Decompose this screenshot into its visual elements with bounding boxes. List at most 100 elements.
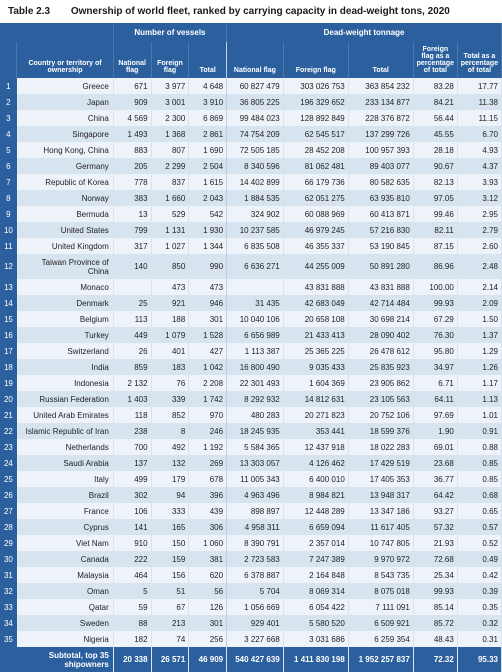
pct-total: 0.35 — [457, 599, 501, 615]
total-dwt: 26 478 612 — [348, 343, 413, 359]
nat-flag-vessels: 59 — [113, 599, 151, 615]
pct-total: 0.85 — [457, 471, 501, 487]
total-dwt: 89 403 077 — [348, 158, 413, 174]
for-flag-dwt: 14 812 631 — [283, 391, 348, 407]
total-vessels: 1 042 — [189, 359, 227, 375]
nat-flag-vessels: 700 — [113, 439, 151, 455]
nat-flag-dwt: 4 958 311 — [227, 519, 284, 535]
country-cell: Republic of Korea — [17, 174, 114, 190]
total-vessels: 2 504 — [189, 158, 227, 174]
total-vessels: 256 — [189, 631, 227, 647]
table-row: 16Turkey4491 0791 5286 656 98921 433 413… — [0, 327, 502, 343]
for-flag-vessels: 188 — [151, 311, 189, 327]
total-dwt: 57 216 830 — [348, 222, 413, 238]
for-flag-vessels: 850 — [151, 254, 189, 279]
nat-flag-dwt: 99 484 023 — [227, 110, 284, 126]
for-flag-vessels: 492 — [151, 439, 189, 455]
for-flag-vessels: 529 — [151, 206, 189, 222]
nat-flag-vessels: 118 — [113, 407, 151, 423]
for-flag-dwt: 8 069 314 — [283, 583, 348, 599]
pct-foreign: 86.96 — [413, 254, 457, 279]
subtotal-label: Subtotal, top 35 shipowners — [17, 647, 114, 672]
table-row: 1Greece6713 9774 64860 827 479303 026 75… — [0, 78, 502, 94]
nat-flag-vessels: 799 — [113, 222, 151, 238]
nat-flag-vessels: 5 — [113, 583, 151, 599]
nat-flag-vessels — [113, 279, 151, 295]
total-dwt: 11 617 405 — [348, 519, 413, 535]
total-dwt: 6 259 354 — [348, 631, 413, 647]
nat-flag-dwt: 1 056 669 — [227, 599, 284, 615]
total-vessels: 1 690 — [189, 142, 227, 158]
table-row: 14Denmark2592194631 43542 683 04942 714 … — [0, 295, 502, 311]
total-dwt: 60 413 871 — [348, 206, 413, 222]
for-flag-dwt: 20 271 823 — [283, 407, 348, 423]
pct-foreign: 6.71 — [413, 375, 457, 391]
for-flag-vessels: 2 299 — [151, 158, 189, 174]
table-row: 10United States7991 1311 93010 237 58546… — [0, 222, 502, 238]
header-for-flag: Foreign flag — [151, 42, 189, 78]
pct-foreign: 82.13 — [413, 174, 457, 190]
pct-total: 0.91 — [457, 423, 501, 439]
pct-total: 2.14 — [457, 279, 501, 295]
nat-flag-dwt: 6 378 887 — [227, 567, 284, 583]
for-flag-dwt: 2 164 848 — [283, 567, 348, 583]
nat-flag-dwt: 18 245 935 — [227, 423, 284, 439]
nat-flag-vessels: 113 — [113, 311, 151, 327]
total-vessels: 678 — [189, 471, 227, 487]
total-dwt: 17 405 353 — [348, 471, 413, 487]
table-body: 1Greece6713 9774 64860 827 479303 026 75… — [0, 78, 502, 672]
rank-cell: 14 — [0, 295, 17, 311]
table-row: 26Brazil302943964 963 4968 984 82113 948… — [0, 487, 502, 503]
table-row: 12Taiwan Province of China1408509906 636… — [0, 254, 502, 279]
pct-foreign: 48.43 — [413, 631, 457, 647]
total-vessels: 301 — [189, 311, 227, 327]
table-row: 17Switzerland264014271 113 38725 365 225… — [0, 343, 502, 359]
country-cell: Denmark — [17, 295, 114, 311]
pct-total: 4.37 — [457, 158, 501, 174]
pct-foreign: 67.29 — [413, 311, 457, 327]
country-cell: Greece — [17, 78, 114, 94]
pct-total: 4.93 — [457, 142, 501, 158]
fleet-table: Table 2.3 Ownership of world fleet, rank… — [0, 0, 502, 672]
pct-foreign: 25.34 — [413, 567, 457, 583]
rank-cell: 19 — [0, 375, 17, 391]
total-vessels: 1 060 — [189, 535, 227, 551]
rank-cell: 12 — [0, 254, 17, 279]
nat-flag-vessels: 137 — [113, 455, 151, 471]
total-dwt: 42 714 484 — [348, 295, 413, 311]
rank-cell: 6 — [0, 158, 17, 174]
total-vessels: 542 — [189, 206, 227, 222]
total-dwt: 23 905 862 — [348, 375, 413, 391]
nat-flag-dwt: 6 636 271 — [227, 254, 284, 279]
for-flag-vessels: 8 — [151, 423, 189, 439]
pct-foreign: 99.93 — [413, 295, 457, 311]
rank-cell: 22 — [0, 423, 17, 439]
subtotal-ff: 26 571 — [151, 647, 189, 672]
pct-foreign: 85.72 — [413, 615, 457, 631]
total-dwt: 233 134 877 — [348, 94, 413, 110]
nat-flag-vessels: 883 — [113, 142, 151, 158]
for-flag-vessels: 1 660 — [151, 190, 189, 206]
subtotal-pt: 95.33 — [457, 647, 501, 672]
rank-cell: 2 — [0, 94, 17, 110]
table-row: 8Norway3831 6602 0431 884 53562 051 2756… — [0, 190, 502, 206]
nat-flag-dwt: 3 227 668 — [227, 631, 284, 647]
header-for-flag-t: Foreign flag — [283, 42, 348, 78]
for-flag-dwt: 21 433 413 — [283, 327, 348, 343]
nat-flag-vessels: 910 — [113, 535, 151, 551]
for-flag-vessels: 76 — [151, 375, 189, 391]
total-dwt: 10 747 805 — [348, 535, 413, 551]
nat-flag-vessels: 205 — [113, 158, 151, 174]
total-vessels: 1 192 — [189, 439, 227, 455]
nat-flag-vessels: 464 — [113, 567, 151, 583]
total-vessels: 246 — [189, 423, 227, 439]
total-vessels: 2 208 — [189, 375, 227, 391]
nat-flag-dwt: 10 237 585 — [227, 222, 284, 238]
total-vessels: 970 — [189, 407, 227, 423]
for-flag-dwt: 42 683 049 — [283, 295, 348, 311]
pct-total: 1.17 — [457, 375, 501, 391]
pct-total: 17.77 — [457, 78, 501, 94]
rank-cell: 29 — [0, 535, 17, 551]
total-vessels: 946 — [189, 295, 227, 311]
for-flag-dwt: 12 448 289 — [283, 503, 348, 519]
